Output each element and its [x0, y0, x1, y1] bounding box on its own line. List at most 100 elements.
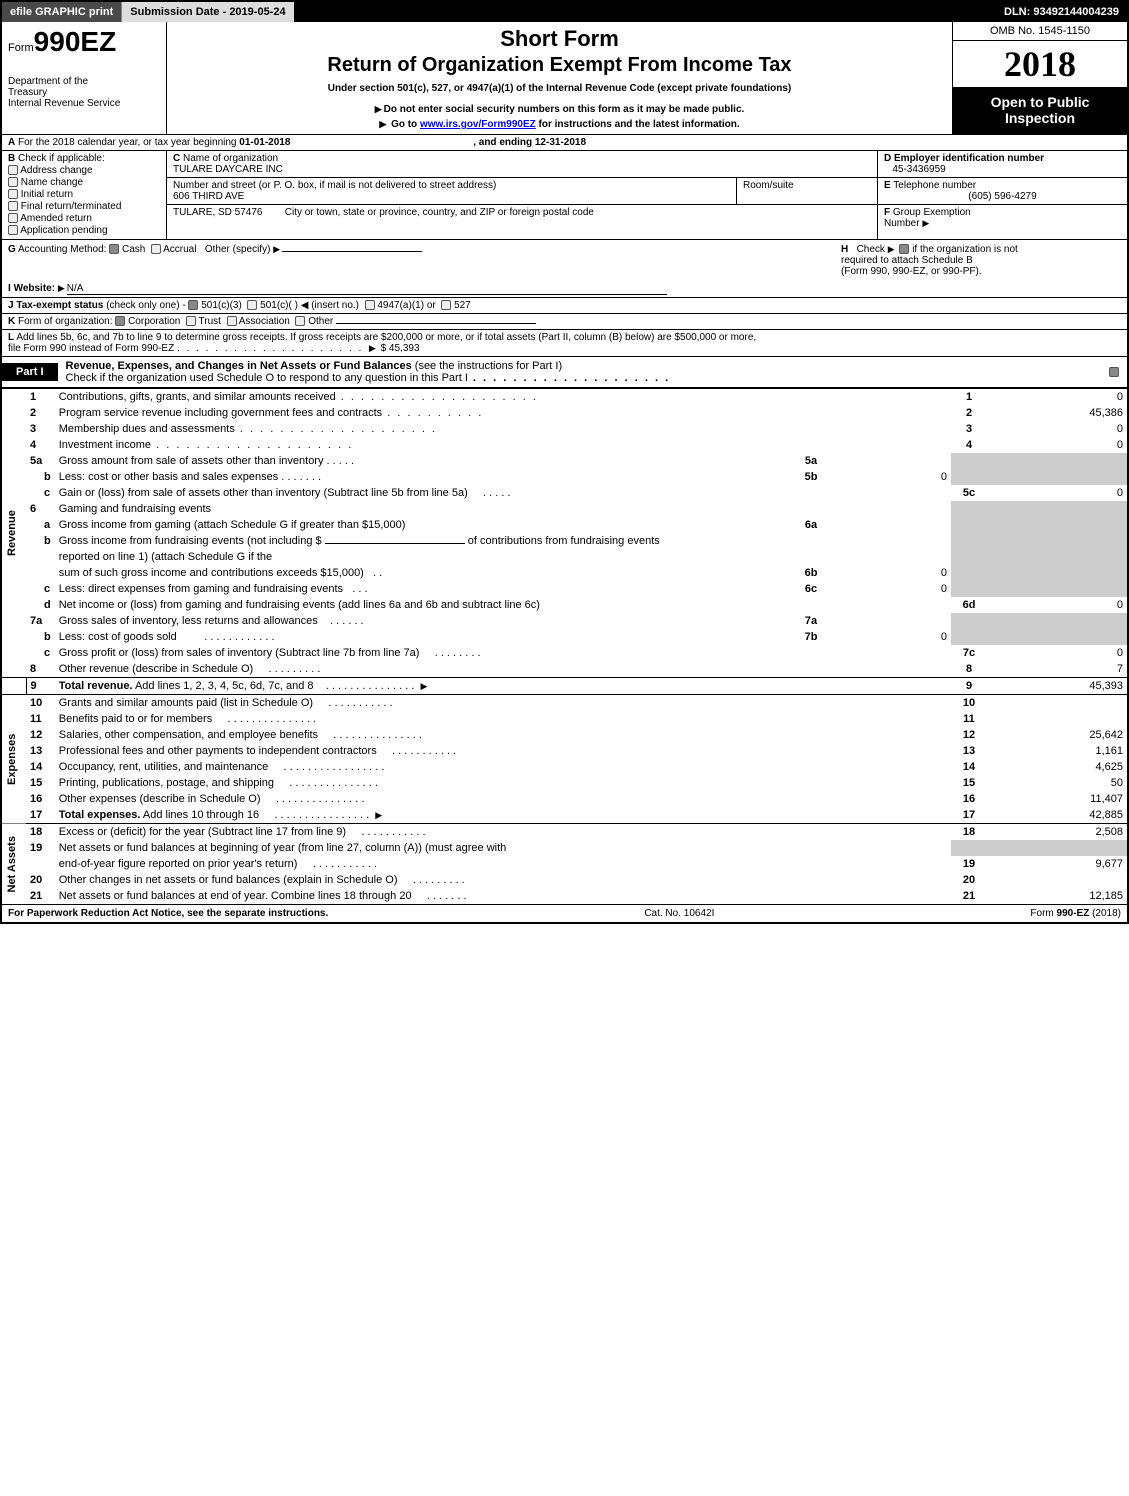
group-exemption-block: F Group Exemption Number: [878, 205, 1127, 231]
line-5-grey: [951, 453, 987, 485]
if-not-text: if the organization is not: [912, 244, 1018, 255]
line-3-val: 0: [987, 421, 1127, 437]
line-6c-mv: 0: [831, 581, 951, 597]
line-21-desc: Net assets or fund balances at end of ye…: [55, 888, 951, 904]
line-6c-mn: 6c: [791, 581, 831, 597]
part-1-checkbox[interactable]: [1109, 366, 1127, 378]
cb-initial-return[interactable]: Initial return: [8, 189, 160, 200]
cb-address-change[interactable]: Address change: [8, 165, 160, 176]
line-2-no: 2: [26, 405, 55, 421]
line-6b-amount-field[interactable]: [325, 543, 465, 544]
row-h-check: H Check if the organization is not requi…: [841, 244, 1121, 277]
footer-left: For Paperwork Reduction Act Notice, see …: [8, 908, 328, 919]
street-address: 606 THIRD AVE: [173, 191, 244, 202]
line-6b-mn: 6b: [791, 565, 831, 581]
cash-label: Cash: [122, 244, 145, 255]
cb-527[interactable]: [441, 300, 451, 310]
line-5c-no: c: [26, 485, 55, 501]
submission-date: Submission Date - 2019-05-24: [122, 2, 293, 22]
department-line3: Internal Revenue Service: [8, 98, 160, 109]
line-14-desc: Occupancy, rent, utilities, and maintena…: [55, 759, 951, 775]
efile-print-button[interactable]: efile GRAPHIC print: [2, 2, 122, 22]
line-6d-desc: Net income or (loss) from gaming and fun…: [55, 597, 951, 613]
line-21-val: 12,185: [987, 888, 1127, 904]
corp-label: Corporation: [128, 316, 180, 327]
cb-schedule-b[interactable]: [899, 244, 909, 254]
line-19-grey: [951, 840, 987, 856]
row-a-pre: For the 2018 calendar year, or tax year …: [18, 137, 239, 148]
header-center: Short Form Return of Organization Exempt…: [167, 22, 952, 134]
line-9-rn: 9: [951, 678, 987, 695]
open-line1: Open to Public: [957, 94, 1123, 110]
line-4-no: 4: [26, 437, 55, 453]
cb-name-change[interactable]: Name change: [8, 177, 160, 188]
cb-final-return[interactable]: Final return/terminated: [8, 201, 160, 212]
form990-text: (Form 990, 990-EZ, or 990-PF).: [841, 266, 982, 277]
cb-corporation[interactable]: [115, 316, 125, 326]
501c-label: 501(c)( ): [260, 300, 298, 311]
label-j: J: [8, 300, 14, 311]
line-1-val: 0: [987, 389, 1127, 406]
phone-value: (605) 596-4279: [884, 191, 1121, 202]
donot-text: Do not enter social security numbers on …: [384, 104, 745, 115]
top-bar: efile GRAPHIC print Submission Date - 20…: [2, 2, 1127, 22]
website-label: Website:: [14, 283, 56, 294]
row-l-text2: file Form 990 instead of Form 990-EZ: [8, 343, 174, 354]
line-6b-mv: 0: [831, 565, 951, 581]
goto-link[interactable]: www.irs.gov/Form990EZ: [420, 119, 536, 130]
website-value: N/A: [67, 283, 667, 295]
line-11-rn: 11: [951, 711, 987, 727]
tax-year-begin: 01-01-2018: [239, 137, 290, 148]
cb-cash[interactable]: [109, 244, 119, 254]
other-org-field[interactable]: [336, 323, 536, 324]
form-number: Form990EZ: [8, 26, 160, 58]
phone-block: E Telephone number (605) 596-4279: [878, 178, 1127, 205]
line-21-rn: 21: [951, 888, 987, 904]
insert-no-label: (insert no.): [311, 300, 359, 311]
line-7-greyval: [987, 613, 1127, 645]
cb-other-org[interactable]: [295, 316, 305, 326]
line-7a-mv: [831, 613, 951, 629]
tax-year-end: 12-31-2018: [535, 137, 586, 148]
line-3-no: 3: [26, 421, 55, 437]
arrow-icon: [375, 104, 384, 115]
line-14-rn: 14: [951, 759, 987, 775]
line-19-desc2: end-of-year figure reported on prior yea…: [55, 856, 951, 872]
cb-trust[interactable]: [186, 316, 196, 326]
cb-501c[interactable]: [247, 300, 257, 310]
line-19-rn: 19: [951, 856, 987, 872]
form-number-text: 990EZ: [34, 26, 117, 57]
line-19-no: 19: [26, 840, 55, 856]
line-6b-desc3: reported on line 1) (attach Schedule G i…: [55, 549, 951, 565]
city-state-zip: TULARE, SD 57476: [173, 207, 263, 218]
arrow-icon: [379, 119, 388, 130]
line-5a-no: 5a: [26, 453, 55, 469]
part-1-title: Revenue, Expenses, and Changes in Net As…: [58, 357, 1109, 387]
department-line2: Treasury: [8, 87, 160, 98]
arrow-icon: [375, 809, 384, 821]
label-a: A: [8, 137, 15, 148]
line-13-desc: Professional fees and other payments to …: [55, 743, 951, 759]
row-l-text1: Add lines 5b, 6c, and 7b to line 9 to de…: [16, 332, 756, 343]
cb-association[interactable]: [227, 316, 237, 326]
cb-501c3[interactable]: [188, 300, 198, 310]
line-4-val: 0: [987, 437, 1127, 453]
line-5b-desc: Less: cost or other basis and sales expe…: [55, 469, 791, 485]
street-address-block: Number and street (or P. O. box, if mail…: [167, 178, 737, 204]
line-14-no: 14: [26, 759, 55, 775]
line-5a-desc: Gross amount from sale of assets other t…: [55, 453, 791, 469]
row-j-tax-exempt: J Tax-exempt status (check only one) - 5…: [2, 298, 1127, 314]
line-10-desc: Grants and similar amounts paid (list in…: [55, 695, 951, 712]
cb-4947[interactable]: [365, 300, 375, 310]
line-12-rn: 12: [951, 727, 987, 743]
cb-amended-return[interactable]: Amended return: [8, 213, 160, 224]
check-only-text: (check only one) -: [106, 300, 185, 311]
cb-accrual[interactable]: [151, 244, 161, 254]
cb-application-pending[interactable]: Application pending: [8, 225, 160, 236]
other-specify-field[interactable]: [282, 251, 422, 252]
column-b-checkboxes: B Check if applicable: Address change Na…: [2, 151, 167, 239]
line-21-no: 21: [26, 888, 55, 904]
group-label2: Number: [884, 218, 920, 229]
line-6-no: 6: [26, 501, 55, 517]
side-label-revenue: Revenue: [2, 389, 26, 678]
